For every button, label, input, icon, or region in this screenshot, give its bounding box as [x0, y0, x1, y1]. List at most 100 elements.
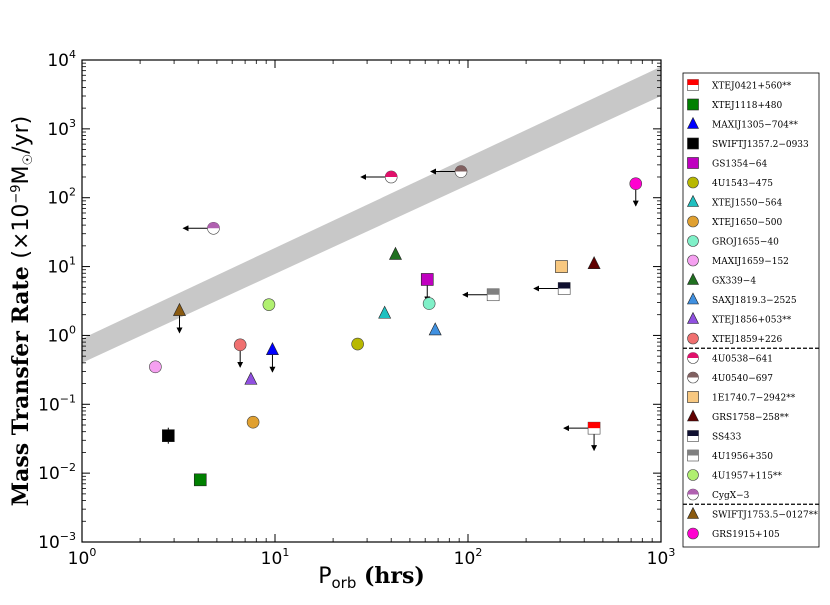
legend-marker-4u1957-115 — [687, 469, 699, 481]
legend-label-xtej1118-480: XTEJ1118+480 — [712, 101, 782, 111]
marker-ss433 — [558, 282, 571, 289]
y-tick-label-0-001: 10−3 — [38, 530, 76, 553]
legend-entry-cygx-3: CygX−3 — [687, 488, 750, 501]
legend-entry-maxij1659-152: MAXIJ1659−152 — [687, 254, 789, 267]
marker-1e1740-7-2942 — [555, 260, 568, 273]
legend-marker-xtej1650-500 — [687, 215, 699, 228]
legend-marker-swiftj1753-5-0127 — [687, 506, 699, 519]
y-axis-label: Mass Transfer Rate (×10−9M☉/yr) — [8, 116, 36, 507]
legend-label-grs1758-258: GRS1758−258** — [712, 413, 789, 423]
legend-label-gs1354-64: GS1354−64 — [712, 160, 768, 170]
legend-label-1e1740-7-2942: 1E1740.7−2942** — [712, 394, 796, 404]
legend-entry-maxij1305-704: MAXIJ1305−704** — [687, 116, 798, 131]
legend-marker-maxij1305-704 — [687, 116, 699, 129]
legend-marker-xtej1859-226 — [687, 332, 699, 345]
legend-marker-xtej1550-564 — [687, 194, 699, 207]
y-tick-label-100: 102 — [47, 186, 76, 209]
y-tick-label-0-1: 10−1 — [38, 392, 76, 415]
data-point-swiftj1753-5-0127 — [173, 302, 186, 334]
legend-marker-4u1543-475 — [687, 176, 699, 189]
marker-grs1915-105 — [629, 177, 643, 190]
marker-4u0538-641 — [385, 170, 398, 177]
legend-marker-maxij1659-152 — [687, 254, 699, 267]
legend-marker-grs1758-258 — [687, 409, 699, 422]
data-point-4u0540-697 — [430, 165, 468, 178]
y-tick-label-1000: 103 — [47, 117, 76, 140]
legend-marker-gx339-4 — [687, 272, 699, 285]
legend-marker-gs1354-64 — [687, 157, 699, 169]
marker-xtej1550-564 — [378, 305, 392, 319]
x-tick-label-1: 100 — [68, 546, 97, 569]
legend-entry-grs1915-105: GRS1915+105 — [687, 527, 780, 540]
legend-marker-grs1915-105 — [687, 527, 699, 540]
legend-entry-gx339-4: GX339−4 — [687, 272, 756, 287]
legend-entry-xtej1550-564: XTEJ1550−564 — [687, 194, 782, 209]
x-tick-label-10: 101 — [261, 546, 290, 569]
legend-label-ss433: SS433 — [712, 433, 742, 443]
data-point-groj1655-40 — [422, 297, 436, 310]
y-tick-label-10000: 104 — [47, 48, 76, 71]
data-point-swiftj1357-2-0933 — [162, 427, 175, 444]
data-point-grs1915-105 — [629, 177, 643, 207]
legend-label-xtej0421-560: XTEJ0421+560** — [712, 82, 792, 92]
marker-4u1957-115 — [262, 298, 276, 311]
marker-4u1543-475 — [351, 337, 364, 351]
legend-marker-cygx-3 — [687, 489, 699, 495]
legend-entry-4u1543-475: 4U1543−475 — [687, 176, 773, 189]
legend-entry-saxj1819-3-2525: SAXJ1819.3−2525 — [687, 292, 797, 306]
legend-entry-gs1354-64: GS1354−64 — [687, 157, 768, 170]
plot-frame — [81, 59, 662, 543]
legend-label-maxij1305-704: MAXIJ1305−704** — [712, 121, 798, 131]
data-point-xtej1856-053 — [244, 371, 258, 385]
legend-label-4u1543-475: 4U1543−475 — [712, 179, 773, 189]
marker-grs1758-258 — [587, 256, 601, 270]
legend-entry-grs1758-258: GRS1758−258** — [687, 409, 789, 423]
grey-band — [82, 66, 661, 363]
marker-xtej1856-053 — [244, 371, 258, 385]
data-point-1e1740-7-2942 — [555, 260, 568, 273]
marker-swiftj1753-5-0127 — [173, 302, 186, 316]
y-tick-label-1: 100 — [47, 323, 76, 346]
legend-entry-xtej1650-500: XTEJ1650−500 — [687, 215, 782, 228]
marker-cygx-3 — [207, 222, 220, 229]
legend-label-maxij1659-152: MAXIJ1659−152 — [712, 257, 789, 267]
marker-gx339-4 — [389, 246, 402, 260]
y-tick-label-10: 101 — [47, 255, 76, 278]
data-point-maxij1659-152 — [149, 360, 162, 374]
legend-marker-swiftj1357-2-0933 — [687, 137, 699, 150]
marker-xtej1118-480 — [193, 473, 207, 487]
data-point-4u1957-115 — [262, 298, 276, 311]
legend-entry-xtej1856-053: XTEJ1856+053** — [687, 311, 792, 326]
marker-xtej1859-226 — [233, 338, 247, 352]
y-tick-label-0-01: 10−2 — [38, 461, 76, 484]
legend-marker-saxj1819-3-2525 — [687, 292, 699, 305]
legend-label-xtej1550-564: XTEJ1550−564 — [712, 199, 782, 209]
legend-entry-swiftj1753-5-0127: SWIFTJ1753.5−0127** — [687, 506, 818, 521]
marker-xtej1650-500 — [246, 415, 260, 429]
legend-label-swiftj1753-5-0127: SWIFTJ1753.5−0127** — [712, 511, 818, 521]
marker-gs1354-64 — [420, 273, 434, 286]
legend-entry-4u0538-641: 4U0538−641 — [687, 352, 773, 365]
legend-label-xtej1859-226: XTEJ1859+226 — [712, 335, 782, 345]
legend-entry-1e1740-7-2942: 1E1740.7−2942** — [687, 391, 796, 404]
legend-label-4u0538-641: 4U0538−641 — [712, 355, 773, 365]
legend-entry-xtej1859-226: XTEJ1859+226 — [687, 332, 782, 345]
legend-marker-4u1956-350 — [687, 450, 699, 456]
legend-label-cygx-3: CygX−3 — [712, 491, 750, 501]
data-point-4u1956-350 — [462, 288, 500, 302]
marker-xtej0421-560 — [588, 422, 601, 429]
data-point-xtej1550-564 — [378, 305, 392, 319]
legend-label-4u1957-115: 4U1957+115** — [712, 472, 782, 482]
data-point-xtej1650-500 — [246, 415, 260, 429]
data-point-gs1354-64 — [420, 273, 434, 303]
marker-4u0540-697 — [455, 165, 468, 172]
marker-swiftj1357-2-0933 — [162, 429, 175, 442]
data-point-saxj1819-3-2525 — [428, 322, 442, 336]
legend-marker-xtej1118-480 — [687, 98, 699, 111]
x-tick-label-100: 102 — [454, 546, 483, 569]
data-point-xtej1118-480 — [193, 473, 207, 487]
data-point-4u0538-641 — [360, 170, 398, 184]
data-point-xtej0421-560 — [563, 421, 601, 452]
legend-label-gx339-4: GX339−4 — [712, 277, 756, 287]
